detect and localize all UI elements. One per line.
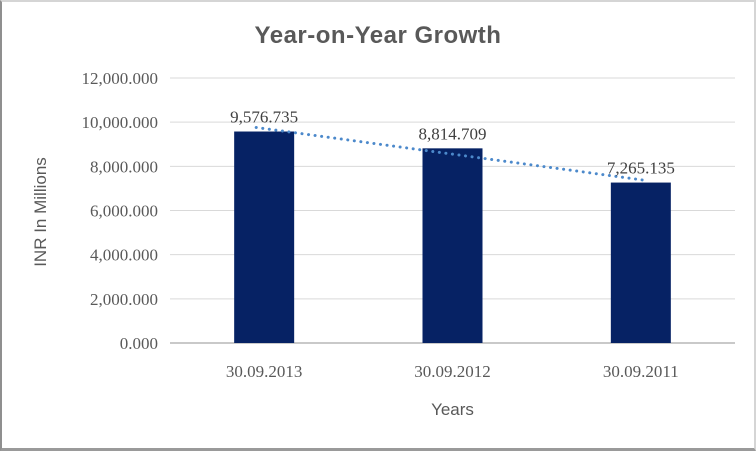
trendline bbox=[254, 125, 646, 182]
x-axis-title: Years bbox=[431, 400, 474, 419]
y-tick-label: 6,000.000 bbox=[90, 202, 158, 221]
y-tick-label: 4,000.000 bbox=[90, 246, 158, 265]
bar bbox=[234, 131, 295, 343]
bar bbox=[422, 148, 483, 343]
y-tick-label: 8,000.000 bbox=[90, 157, 158, 176]
y-tick-label: 10,000.000 bbox=[82, 113, 159, 132]
chart-title: Year-on-Year Growth bbox=[254, 22, 502, 49]
bar-data-label: 7,265.135 bbox=[607, 159, 675, 178]
x-tick-label: 30.09.2013 bbox=[226, 362, 303, 381]
x-tick-label: 30.09.2012 bbox=[414, 362, 491, 381]
y-tick-label: 2,000.000 bbox=[90, 290, 158, 309]
bar bbox=[610, 182, 671, 343]
bar-data-label: 9,576.735 bbox=[230, 108, 298, 127]
y-tick-label: 12,000.000 bbox=[82, 69, 159, 88]
x-tick-label: 30.09.2011 bbox=[603, 362, 679, 381]
y-tick-label: 0.000 bbox=[120, 334, 158, 353]
bar-data-label: 8,814.709 bbox=[419, 124, 487, 143]
